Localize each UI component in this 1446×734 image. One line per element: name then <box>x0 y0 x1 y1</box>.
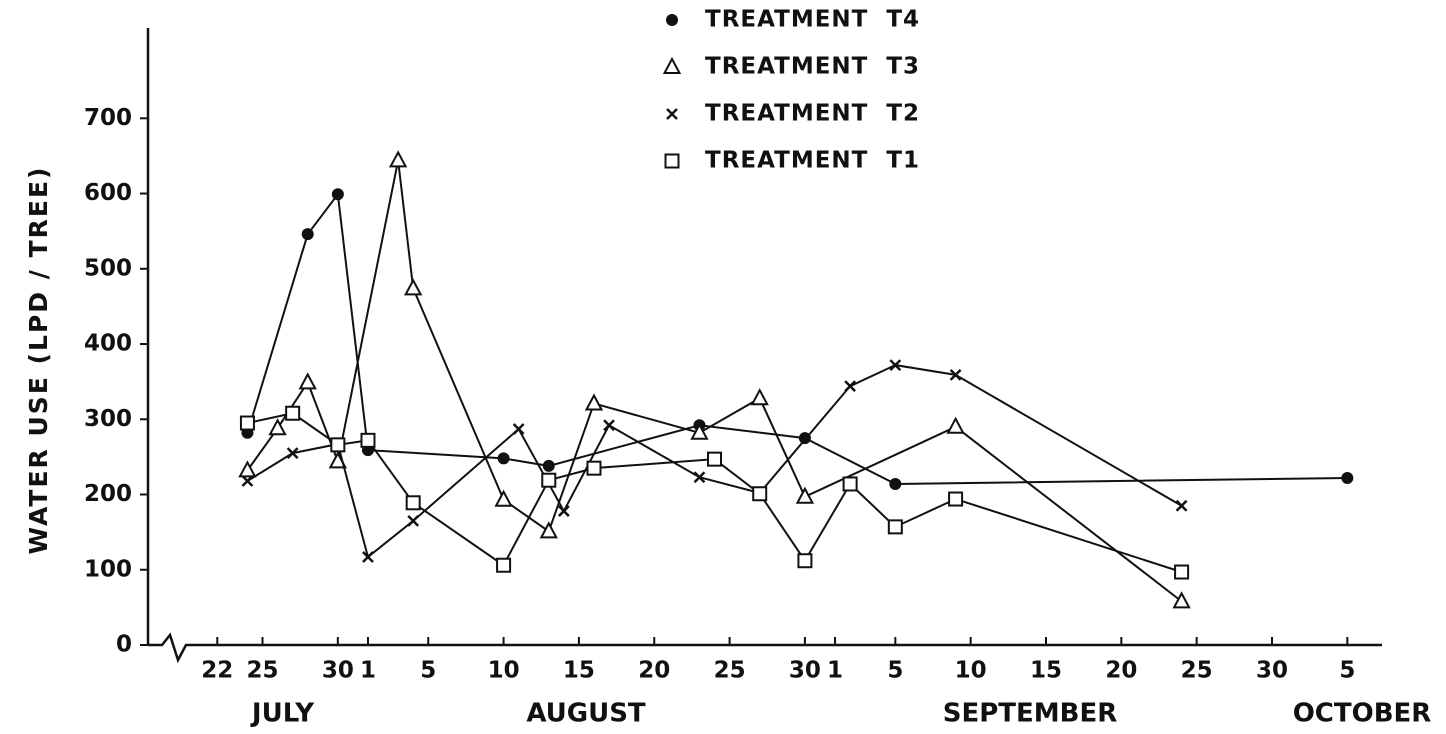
x-tick-label: 25 <box>1181 658 1213 684</box>
point <box>949 368 962 381</box>
y-tick-label: 700 <box>84 105 132 131</box>
point <box>301 228 314 241</box>
x-tick-label: 1 <box>827 658 843 684</box>
y-tick-label: 600 <box>84 180 132 206</box>
point <box>494 489 513 507</box>
point <box>539 521 558 539</box>
point <box>844 380 857 393</box>
point <box>239 415 255 431</box>
point <box>1172 591 1191 609</box>
y-tick-label: 100 <box>84 556 132 582</box>
point <box>331 188 344 201</box>
series-line <box>246 364 1183 559</box>
x-tick-label: 25 <box>247 658 279 684</box>
legend-marker <box>666 108 678 120</box>
point <box>268 418 287 436</box>
y-tick-label: 400 <box>84 331 132 357</box>
point <box>707 451 723 467</box>
y-tick-label: 300 <box>84 406 132 432</box>
point <box>752 486 768 502</box>
point <box>241 475 254 487</box>
x-tick-label: 30 <box>1256 658 1288 684</box>
point <box>1341 471 1354 484</box>
point <box>946 416 965 434</box>
point <box>388 150 408 168</box>
point <box>542 459 555 472</box>
legend-marker <box>664 153 680 169</box>
point <box>404 278 423 296</box>
x-tick-label: 30 <box>789 658 821 684</box>
y-tick-label: 500 <box>84 255 132 281</box>
legend-marker <box>662 56 682 74</box>
x-tick-label: 20 <box>638 658 670 684</box>
point <box>298 372 317 390</box>
point <box>693 471 706 484</box>
x-tick-label: 15 <box>1030 658 1062 684</box>
point <box>407 514 420 527</box>
x-tick-label: 5 <box>1339 658 1355 684</box>
point <box>889 477 902 490</box>
x-tick-label: 10 <box>488 658 520 684</box>
x-tick-label: 30 <box>322 658 354 684</box>
point <box>584 393 604 411</box>
x-tick-label: 10 <box>955 658 987 684</box>
point <box>285 405 301 421</box>
series-line <box>246 160 1183 603</box>
month-label: SEPTEMBER <box>943 699 1118 729</box>
x-axis <box>148 632 1382 664</box>
x-tick-label: 1 <box>360 658 376 684</box>
y-tick-label: 200 <box>84 481 132 507</box>
legend-label: TREATMENT T1 <box>705 148 920 174</box>
point <box>360 432 376 448</box>
month-label: OCTOBER <box>1293 699 1432 729</box>
legend-label: TREATMENT T3 <box>705 54 920 80</box>
point <box>497 452 510 465</box>
point <box>887 519 903 535</box>
point <box>1175 499 1188 512</box>
point <box>541 472 557 488</box>
legend-label: TREATMENT T2 <box>705 101 920 127</box>
point <box>750 388 769 406</box>
point <box>1174 564 1190 580</box>
point <box>795 486 815 504</box>
month-label: JULY <box>250 699 315 729</box>
point <box>797 553 813 569</box>
legend-marker <box>666 14 678 26</box>
y-tick-label: 0 <box>116 632 132 658</box>
y-axis-label: WATER USE (LPD / TREE) <box>24 166 53 555</box>
month-label: AUGUST <box>526 699 646 729</box>
point <box>512 423 525 435</box>
x-tick-label: 5 <box>887 658 903 684</box>
series-line <box>246 191 1348 485</box>
point <box>842 476 858 492</box>
point <box>586 460 602 476</box>
point <box>238 460 257 478</box>
point <box>948 491 964 507</box>
point <box>405 495 421 511</box>
point <box>557 505 570 517</box>
point <box>603 419 615 432</box>
point <box>889 359 902 371</box>
x-tick-label: 5 <box>420 658 436 684</box>
x-tick-label: 15 <box>563 658 595 684</box>
point <box>330 437 346 453</box>
point <box>690 422 709 440</box>
point <box>496 557 512 573</box>
x-tick-label: 25 <box>714 658 746 684</box>
point <box>362 551 374 563</box>
point <box>286 447 299 460</box>
legend-label: TREATMENT T4 <box>705 7 920 33</box>
x-tick-label: 22 <box>201 658 233 684</box>
x-tick-label: 20 <box>1105 658 1137 684</box>
